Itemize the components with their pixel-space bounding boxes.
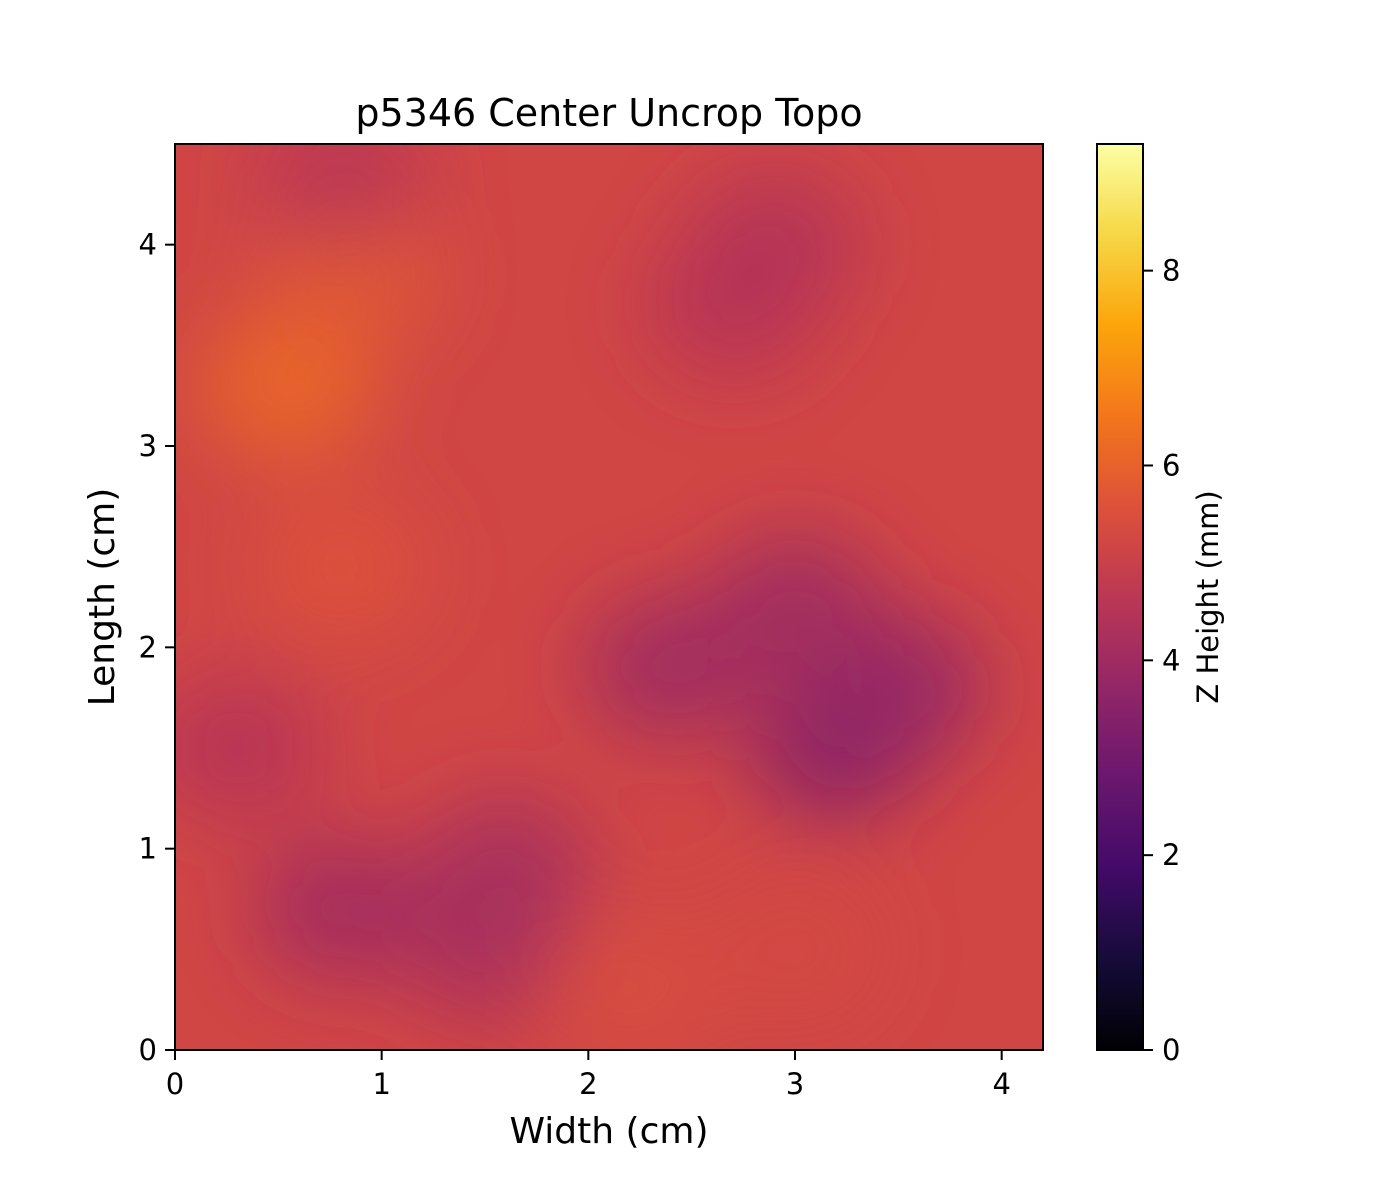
colorbar-tick-label: 2 xyxy=(1162,838,1180,872)
heatmap-region-10 xyxy=(418,795,593,943)
heatmap-region-16 xyxy=(542,915,717,1050)
plot-frame xyxy=(174,143,1044,1051)
heatmap-region-12 xyxy=(646,231,820,379)
colorbar-axis: 0 2 4 6 8 xyxy=(1143,254,1180,1067)
heatmap-region-15 xyxy=(708,875,882,1024)
colorbar-label: Z Height (mm) xyxy=(1191,490,1225,703)
heatmap-region-8 xyxy=(253,835,428,983)
y-tick-label: 4 xyxy=(139,228,157,262)
colorbar xyxy=(1096,143,1144,1051)
heatmap-region-1 xyxy=(201,311,376,460)
x-tick-label: 4 xyxy=(992,1067,1010,1101)
colorbar-tick-label: 6 xyxy=(1162,448,1180,482)
y-tick-label: 2 xyxy=(139,630,157,664)
x-axis-label: Width (cm) xyxy=(510,1111,709,1152)
x-tick-label: 3 xyxy=(786,1067,804,1101)
y-axis: 0 1 2 3 4 xyxy=(139,228,175,1067)
heatmap-surface xyxy=(175,144,1043,1050)
heatmap-region-7 xyxy=(708,533,882,681)
y-tick-label: 0 xyxy=(139,1033,157,1067)
colorbar-tick-label: 0 xyxy=(1162,1033,1180,1067)
heatmap-region-14 xyxy=(253,144,428,248)
y-tick-label: 1 xyxy=(139,832,157,866)
heatmap-region-13 xyxy=(175,674,324,822)
y-tick-label: 3 xyxy=(139,429,157,463)
x-axis: 0 1 2 3 4 xyxy=(166,1050,1011,1101)
y-axis-label: Length (cm) xyxy=(82,488,123,707)
x-tick-label: 2 xyxy=(579,1067,597,1101)
x-tick-label: 0 xyxy=(166,1067,184,1101)
heatmap-region-3 xyxy=(253,493,428,641)
x-tick-label: 1 xyxy=(372,1067,390,1101)
colorbar-tick-label: 4 xyxy=(1162,643,1180,677)
colorbar-tick-label: 8 xyxy=(1162,254,1180,288)
chart-title: p5346 Center Uncrop Topo xyxy=(355,91,862,135)
